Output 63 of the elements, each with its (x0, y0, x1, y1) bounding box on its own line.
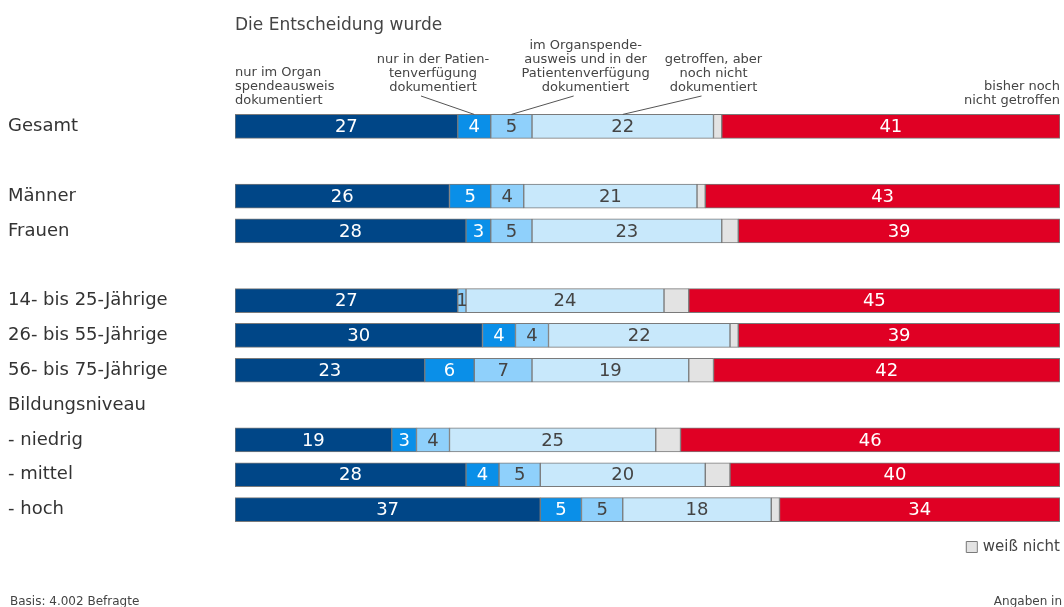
data-label: 23 (318, 358, 342, 380)
data-label: 4 (468, 115, 480, 137)
data-label: 34 (908, 498, 932, 520)
data-label: 5 (596, 498, 608, 520)
y-tick-label: Männer (8, 183, 77, 205)
text: Angaben in (993, 594, 1062, 607)
series-label: bisher noch nicht getroffen (963, 78, 1060, 107)
data-label: 28 (339, 219, 362, 241)
data-label: 25 (541, 428, 565, 450)
data-label: 28 (339, 463, 362, 485)
y-tick-label: 14- bis 25-Jährige (8, 288, 168, 310)
data-label: 4 (476, 463, 489, 485)
data-label: 41 (879, 115, 903, 137)
data-label: 43 (871, 184, 895, 206)
legend-label: weiß nicht (982, 536, 1061, 555)
data-label: 27 (334, 115, 358, 137)
y-tick-label: - hoch (8, 497, 64, 519)
data-label: 24 (553, 289, 577, 311)
series-label: getroffen, aber noch nicht dokumentiert (664, 51, 763, 94)
text: Basis: 4.002 Befragte (10, 594, 140, 607)
data-label: 5 (555, 498, 567, 520)
y-tick-label: Gesamt (8, 114, 79, 136)
data-label: 20 (611, 463, 635, 485)
data-label: 40 (883, 463, 907, 485)
data-label: 22 (611, 115, 635, 137)
data-label: 5 (513, 463, 526, 485)
data-label: 22 (627, 324, 651, 346)
data-label: 19 (598, 358, 622, 380)
y-tick-label: Bildungsniveau (8, 392, 146, 414)
data-label: 19 (301, 428, 325, 450)
data-label: 5 (505, 219, 518, 241)
data-label: 46 (858, 428, 882, 450)
data-label: 37 (376, 498, 400, 520)
data-label: 3 (472, 219, 485, 241)
series-label: im Organspende- ausweis und in der Patientenverfügung dokumentiert (521, 37, 650, 94)
y-tick-label: 56- bis 75-Jährige (8, 357, 168, 379)
data-label: 5 (505, 115, 518, 137)
series-label: nur in der Patien- tenverfügung dokumentiert (376, 51, 490, 94)
data-label: 3 (398, 428, 410, 450)
data-label: 4 (501, 184, 513, 206)
series-label: nur im Organ spendeausweis dokumentiert (235, 64, 335, 107)
data-label: 42 (875, 358, 899, 380)
data-label: 27 (334, 289, 358, 311)
data-label: 7 (497, 358, 509, 380)
chart-title: Die Entscheidung wurde (235, 14, 443, 34)
data-label: 26 (330, 184, 354, 206)
data-label: 6 (443, 358, 456, 380)
data-label: 30 (347, 324, 371, 346)
data-label: 39 (887, 324, 911, 346)
data-label: 39 (887, 219, 911, 241)
data-label: 4 (493, 324, 505, 346)
data-label: 5 (464, 184, 476, 206)
data-label: 1 (456, 289, 468, 311)
data-label: 4 (526, 324, 538, 346)
data-label: 4 (427, 428, 439, 450)
y-tick-label: Frauen (8, 218, 70, 240)
y-tick-label: 26- bis 55-Jährige (8, 323, 168, 345)
y-tick-label: - mittel (8, 462, 73, 484)
data-label: 23 (615, 219, 639, 241)
data-label: 18 (685, 498, 709, 520)
data-label: 45 (862, 289, 886, 311)
data-label: 21 (598, 184, 622, 206)
y-tick-label: - niedrig (8, 427, 83, 449)
